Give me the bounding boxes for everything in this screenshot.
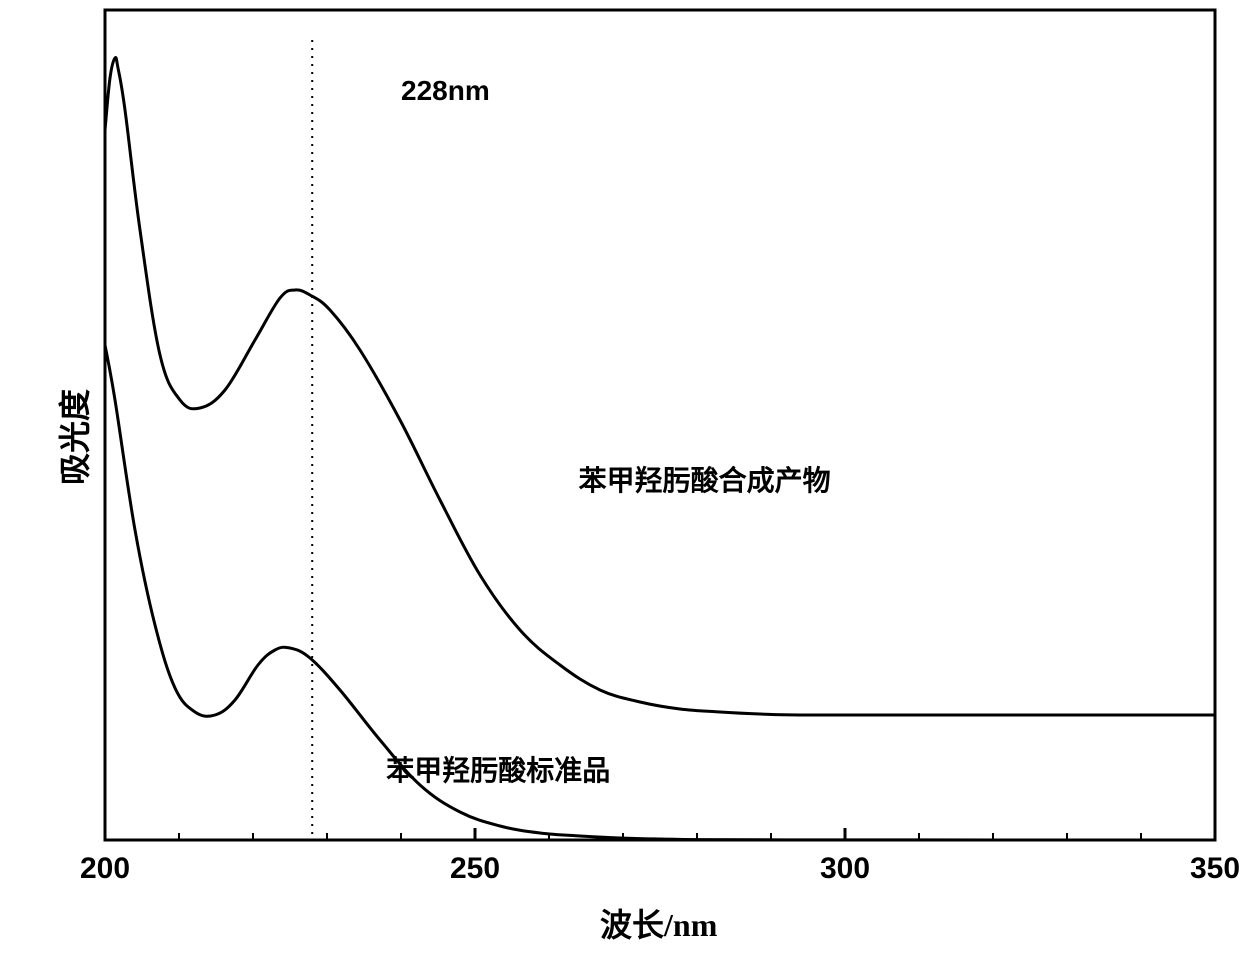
x-axis-label: 波长/nm xyxy=(600,900,717,946)
series-label: 苯甲羟肟酸合成产物 xyxy=(578,464,831,497)
x-tick-label: 200 xyxy=(80,852,130,885)
chart-container: 200 250 300 350 228nm 苯甲羟肟酸合成产物苯甲羟肟酸标准品 吸光度 波… xyxy=(0,0,1240,974)
series-curve xyxy=(105,57,1215,715)
series-label: 苯甲羟肟酸标准品 xyxy=(385,754,610,787)
wavelength-marker-label: 228nm xyxy=(401,75,490,106)
series-curve xyxy=(105,345,1215,840)
x-tick-label: 350 xyxy=(1190,852,1240,885)
x-tick-label: 250 xyxy=(450,852,500,885)
spectrum-chart: 200 250 300 350 228nm 苯甲羟肟酸合成产物苯甲羟肟酸标准品 xyxy=(0,0,1240,974)
y-axis-label: 吸光度 xyxy=(50,389,96,485)
x-tick-label: 300 xyxy=(820,852,870,885)
